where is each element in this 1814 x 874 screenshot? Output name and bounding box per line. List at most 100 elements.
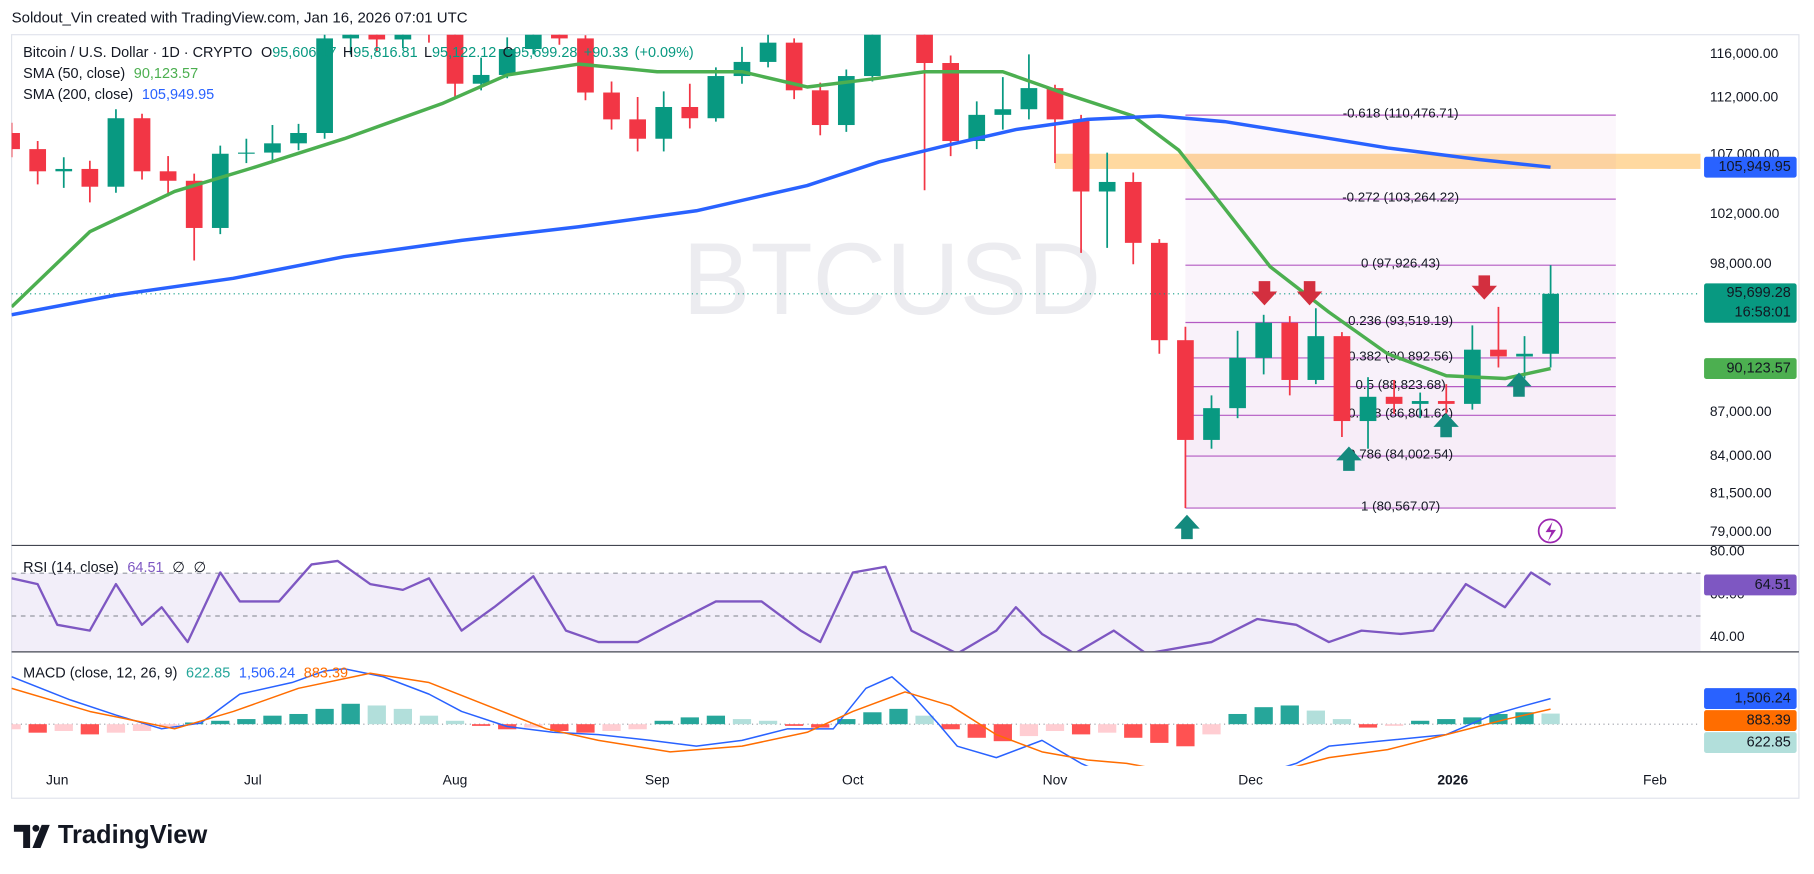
- macd-histogram-bar: [1332, 719, 1352, 725]
- macd-histogram-bar: [941, 724, 960, 730]
- y-tick-label: 79,000.00: [1710, 523, 1772, 539]
- event-icon[interactable]: [1537, 518, 1563, 544]
- fib-label: 0.236 (93,519.19): [1348, 313, 1453, 328]
- fib-band: [1185, 357, 1616, 387]
- candle-body: [11, 133, 20, 150]
- price-label: 90,123.57: [1727, 360, 1791, 376]
- quote-prefix: H: [343, 45, 353, 61]
- x-tick-label: Aug: [443, 772, 468, 788]
- legend-name: SMA (200, close): [23, 87, 133, 103]
- candle-body: [159, 171, 177, 181]
- y-tick-label: 102,000.00: [1710, 205, 1780, 221]
- fib-label: 0.382 (90,892.56): [1348, 348, 1453, 363]
- legend-sma200: SMA (200, close) 105,949.95: [23, 87, 214, 103]
- quote-value: 95,699.28: [513, 45, 577, 61]
- candle-body: [1046, 88, 1064, 120]
- candle-body: [1333, 336, 1351, 422]
- macd-histogram-bar: [1358, 724, 1378, 728]
- y-tick-label: 112,000.00: [1710, 89, 1779, 105]
- macd-histogram-bar: [1541, 713, 1560, 725]
- candle-body: [785, 42, 803, 91]
- candle-body: [264, 143, 281, 153]
- fib-label: 0.786 (84,002.54): [1348, 446, 1453, 461]
- candle-body: [472, 74, 490, 84]
- candle-body: [1281, 322, 1299, 380]
- candle-body: [942, 63, 960, 142]
- price-label-box: [1704, 283, 1797, 323]
- macd-histogram-bar: [11, 724, 21, 730]
- price-label: 622.85: [1747, 734, 1791, 750]
- x-tick-label: Nov: [1043, 772, 1068, 788]
- macd-histogram-bar: [367, 705, 386, 725]
- candle-body: [1307, 336, 1325, 380]
- price-label: 64.51: [1755, 577, 1791, 593]
- quote-value: 95,122.12: [432, 45, 496, 61]
- macd-histogram-bar: [289, 713, 308, 725]
- candle-body: [1124, 181, 1142, 243]
- quote-prefix: C: [503, 45, 513, 61]
- candle-body: [316, 38, 333, 134]
- y-tick-label: 81,500.00: [1710, 484, 1772, 500]
- fib-band: [1185, 115, 1615, 199]
- legend-name: SMA (50, close): [23, 66, 125, 82]
- quote-value: 95,606.17: [272, 45, 336, 61]
- candle-body: [368, 34, 386, 40]
- candle-body: [81, 168, 99, 187]
- macd-histogram-bar: [1202, 724, 1221, 735]
- candle-body: [916, 34, 933, 64]
- footer-logo: TradingView: [13, 821, 207, 849]
- candle-body: [1229, 357, 1246, 409]
- candle-body: [290, 133, 307, 144]
- macd-histogram-bar: [1150, 724, 1169, 743]
- candle-body: [864, 34, 881, 77]
- candle-body: [1516, 353, 1533, 357]
- macd-histogram-bar: [1071, 724, 1091, 735]
- rsi-pane: [11, 559, 1701, 652]
- macd-histogram-bar: [628, 724, 647, 730]
- y-tick-label: 87,000.00: [1710, 403, 1772, 419]
- fib-band: [1185, 456, 1616, 509]
- macd-histogram-bar: [237, 719, 256, 725]
- macd-histogram-bar: [706, 715, 726, 725]
- logo-mark: [13, 824, 50, 848]
- y-tick-label: 98,000.00: [1710, 255, 1772, 271]
- macd-histogram-bar: [993, 724, 1012, 742]
- candle-body: [55, 168, 73, 172]
- candle-body: [394, 34, 412, 40]
- macd-histogram-bar: [54, 724, 73, 731]
- macd-histogram-bar: [680, 717, 699, 725]
- candle-body: [968, 114, 986, 142]
- x-tick-label: Oct: [842, 772, 864, 788]
- legend-value: 1,506.24: [239, 665, 295, 681]
- x-tick-label: 2026: [1437, 772, 1468, 788]
- fib-label: 1 (80,567.07): [1361, 498, 1440, 513]
- macd-histogram-bar: [524, 724, 543, 728]
- macd-pane: [11, 668, 1701, 766]
- candle-body: [551, 34, 568, 39]
- fib-label: 0.5 (88,823.68): [1356, 377, 1446, 392]
- legend-main: Bitcoin / U.S. Dollar · 1D · CRYPTO O95,…: [23, 45, 694, 61]
- fib-band: [1185, 415, 1616, 457]
- x-tick-label: Sep: [645, 772, 670, 788]
- rsi-line: [11, 559, 1552, 652]
- macd-histogram-bar: [550, 724, 569, 731]
- macd-histogram-bar: [1098, 724, 1117, 733]
- macd-histogram-bar: [263, 715, 282, 725]
- legend-macd: MACD (close, 12, 26, 9) 622.85 1,506.24 …: [23, 665, 348, 681]
- fib-label: -0.618 (110,476.71): [1343, 105, 1459, 120]
- candle-body: [837, 76, 855, 126]
- macd-histogram-bar: [837, 719, 856, 725]
- sma-line: [11, 62, 1551, 381]
- price-label: 105,949.95: [1718, 159, 1790, 175]
- price-label-box: [1704, 688, 1797, 709]
- candle-body: [655, 106, 673, 139]
- candle-body: [811, 90, 829, 126]
- macd-histogram-bar: [445, 720, 465, 725]
- fib-band: [1185, 199, 1616, 266]
- macd-histogram-bar: [1384, 724, 1404, 726]
- candle-body: [1542, 293, 1559, 354]
- logo-dot: [32, 824, 40, 832]
- candle-body: [707, 76, 725, 119]
- candle-body: [107, 118, 125, 187]
